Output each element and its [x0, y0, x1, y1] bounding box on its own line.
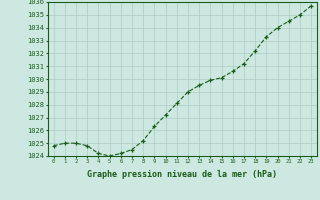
X-axis label: Graphe pression niveau de la mer (hPa): Graphe pression niveau de la mer (hPa) [87, 170, 277, 179]
